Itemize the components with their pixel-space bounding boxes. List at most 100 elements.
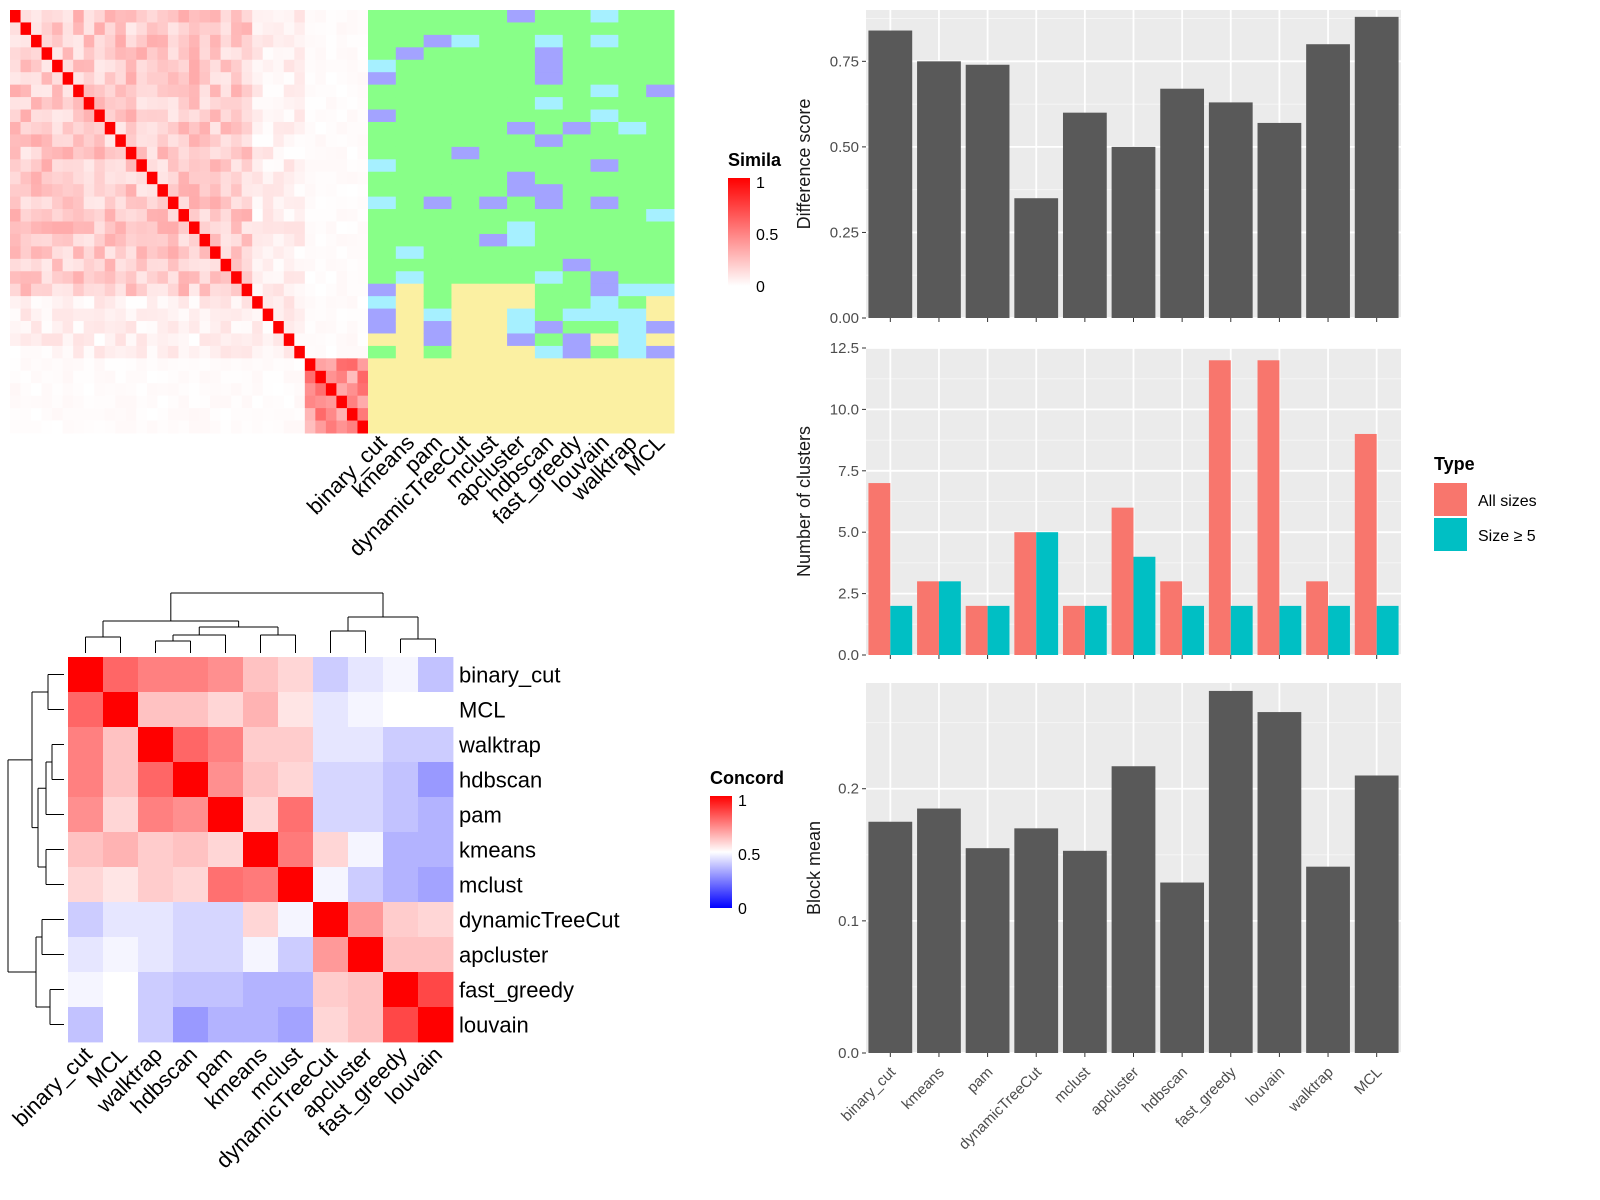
cluster-assignment-cell — [423, 221, 452, 235]
similarity-cell — [83, 395, 95, 409]
cluster-assignment-cell — [395, 333, 425, 347]
similarity-cell — [273, 358, 285, 372]
similarity-cell — [83, 134, 95, 148]
similarity-cell — [136, 408, 148, 422]
similarity-cell — [357, 271, 369, 285]
cluster-assignment-cell — [590, 34, 619, 48]
similarity-cell — [315, 184, 327, 198]
cluster-assignment-cell — [646, 271, 675, 285]
similarity-cell — [125, 10, 137, 23]
similarity-cell — [346, 121, 358, 135]
cluster-assignment-cell — [562, 333, 592, 347]
similarity-cell — [304, 97, 316, 111]
similarity-cell — [157, 97, 169, 111]
similarity-cell — [273, 159, 285, 173]
similarity-cell — [273, 283, 285, 297]
similarity-cell — [210, 246, 222, 260]
cluster-assignment-cell — [646, 383, 675, 397]
similarity-cell — [189, 59, 201, 73]
similarity-cell — [210, 333, 222, 347]
cluster-assignment-cell — [395, 47, 425, 61]
similarity-cell — [73, 84, 85, 98]
concordance-cell — [208, 797, 244, 833]
similarity-cell — [262, 395, 274, 409]
similarity-cell — [41, 10, 53, 23]
similarity-cell — [294, 171, 306, 185]
similarity-cell — [157, 420, 169, 434]
cluster-assignment-cell — [507, 370, 536, 384]
similarity-cell — [52, 233, 64, 247]
cluster-assignment-cell — [562, 47, 592, 61]
concordance-row-label: apcluster — [459, 943, 548, 968]
similarity-cell — [315, 420, 327, 434]
concordance-cell — [208, 902, 244, 938]
bar-all-sizes — [1062, 605, 1085, 655]
similarity-cell — [136, 22, 148, 36]
similarity-cell — [252, 321, 264, 334]
similarity-cell — [41, 146, 53, 160]
concordance-cell — [173, 657, 209, 693]
bar — [1111, 146, 1156, 318]
concordance-cell — [383, 797, 419, 833]
similarity-cell — [83, 196, 95, 210]
bar — [917, 808, 961, 1053]
similarity-cell — [262, 159, 274, 173]
similarity-cell — [252, 159, 264, 173]
similarity-cell — [189, 233, 201, 247]
similarity-cell — [241, 370, 253, 384]
similarity-cell — [20, 358, 32, 372]
similarity-cell — [10, 209, 22, 222]
cluster-assignment-cell — [562, 283, 592, 297]
similarity-cell — [336, 10, 348, 23]
cluster-assignment-cell — [368, 72, 397, 86]
similarity-legend-tick: 0.5 — [756, 227, 778, 244]
similarity-cell — [167, 109, 179, 123]
similarity-cell — [231, 271, 243, 285]
similarity-cell — [31, 34, 43, 48]
cluster-assignment-cell — [618, 333, 647, 347]
cluster-assignment-cell — [646, 420, 675, 434]
cluster-assignment-cell — [451, 283, 480, 297]
similarity-cell — [10, 420, 22, 434]
cluster-assignment-cell — [395, 296, 425, 310]
similarity-cell — [231, 370, 243, 384]
bar-all-sizes — [1014, 532, 1037, 655]
similarity-cell — [20, 146, 32, 160]
similarity-cell — [199, 258, 211, 272]
similarity-cell — [146, 209, 158, 222]
similarity-cell — [304, 72, 316, 86]
similarity-cell — [336, 84, 348, 98]
similarity-cell — [83, 146, 95, 160]
similarity-cell — [41, 59, 53, 73]
concordance-cell — [68, 972, 104, 1008]
similarity-cell — [62, 233, 74, 247]
cluster-assignment-cell — [507, 109, 536, 123]
cluster-assignment-cell — [590, 395, 619, 409]
similarity-cell — [283, 221, 295, 235]
cluster-assignment-cell — [479, 408, 508, 422]
similarity-cell — [252, 358, 264, 372]
similarity-legend-tick: 1 — [756, 175, 765, 192]
similarity-cell — [73, 370, 85, 384]
similarity-cell — [157, 345, 169, 359]
similarity-cell — [294, 271, 306, 285]
similarity-cell — [104, 358, 116, 372]
similarity-cell — [241, 233, 253, 247]
similarity-cell — [273, 420, 285, 434]
similarity-cell — [94, 283, 106, 297]
similarity-cell — [304, 271, 316, 285]
similarity-cell — [199, 47, 211, 61]
similarity-cell — [241, 345, 253, 359]
similarity-cell — [178, 184, 190, 198]
cluster-assignment-cell — [451, 59, 480, 73]
similarity-cell — [273, 146, 285, 160]
similarity-cell — [167, 233, 179, 247]
similarity-cell — [262, 121, 274, 135]
similarity-cell — [52, 159, 64, 173]
cluster-assignment-cell — [507, 34, 536, 48]
similarity-cell — [41, 233, 53, 247]
similarity-cell — [189, 121, 201, 135]
similarity-cell — [157, 22, 169, 36]
cluster-assignment-cell — [562, 10, 592, 23]
similarity-cell — [294, 308, 306, 322]
